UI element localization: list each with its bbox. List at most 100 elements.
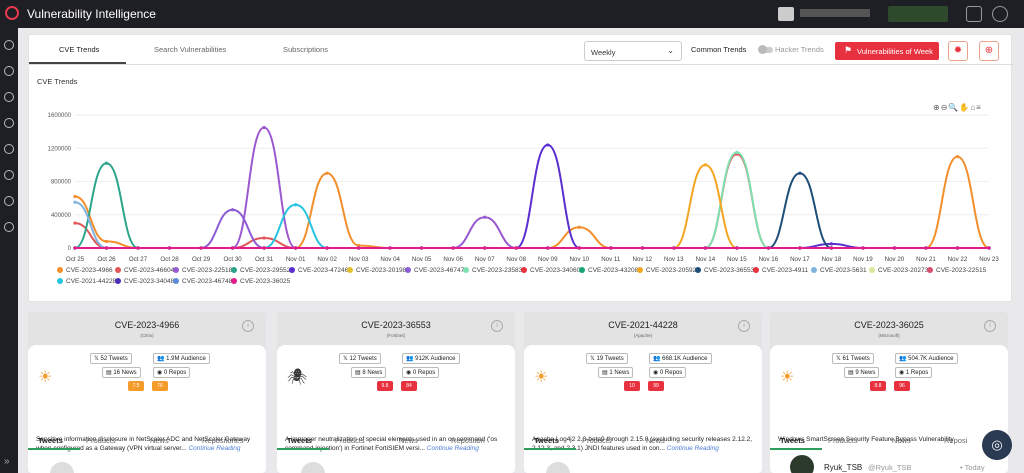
legend-item[interactable]: CVE-2023-36025: [231, 278, 290, 285]
legend-item[interactable]: CVE-2023-34060: [521, 267, 580, 274]
tweets-count[interactable]: 𝕏 19 Tweets: [586, 353, 628, 364]
card-tab-news[interactable]: News: [892, 436, 911, 445]
data-point[interactable]: [609, 246, 613, 250]
data-point[interactable]: [861, 246, 865, 250]
data-point[interactable]: [892, 246, 897, 250]
legend-item[interactable]: CVE-2023-20273: [869, 267, 928, 274]
hacker-trends-label[interactable]: Hacker Trends: [775, 45, 824, 54]
data-point[interactable]: [924, 246, 928, 250]
data-point[interactable]: [199, 246, 203, 250]
tab-cve-trends[interactable]: CVE Trends: [59, 45, 100, 54]
data-point[interactable]: [577, 246, 581, 250]
tweets-count[interactable]: 𝕏 61 Tweets: [832, 353, 874, 364]
common-trends-label[interactable]: Common Trends: [691, 45, 747, 54]
card-tab-repositories[interactable]: Repositories: [202, 436, 244, 445]
vulnerabilities-of-week-button[interactable]: ⚑ Vulnerabilities of Week: [835, 42, 939, 60]
sidebar-item-bug-icon[interactable]: [4, 170, 14, 180]
data-point[interactable]: [104, 161, 109, 165]
data-point[interactable]: [73, 221, 77, 225]
card-tab-news[interactable]: News: [150, 436, 169, 445]
data-point[interactable]: [514, 246, 518, 250]
sidebar-item-skull-icon[interactable]: [4, 222, 14, 232]
data-point[interactable]: [703, 246, 707, 250]
period-select[interactable]: Weekly ⌄: [584, 41, 682, 61]
tab-search-vulnerabilities[interactable]: Search Vulnerabilities: [154, 45, 227, 54]
avatar[interactable]: [790, 455, 814, 473]
info-icon[interactable]: i: [984, 320, 996, 332]
legend-item[interactable]: CVE-2023-5631: [811, 267, 867, 274]
data-point[interactable]: [546, 143, 550, 147]
data-point[interactable]: [388, 246, 392, 250]
data-point[interactable]: [546, 246, 550, 250]
data-point[interactable]: [766, 246, 770, 250]
card-tab-products[interactable]: Products: [828, 436, 858, 445]
data-point[interactable]: [230, 246, 235, 250]
data-point[interactable]: [73, 200, 77, 204]
avatar[interactable]: [778, 7, 794, 21]
data-point[interactable]: [357, 243, 361, 248]
legend-item[interactable]: CVE-2023-23583: [463, 267, 522, 274]
card-tab-products[interactable]: Products: [86, 436, 116, 445]
legend-item[interactable]: CVE-2023-4911: [753, 267, 808, 274]
legend-item[interactable]: CVE-2023-22518: [173, 267, 232, 274]
legend-item[interactable]: CVE-2023-22515: [927, 267, 986, 274]
data-point[interactable]: [640, 246, 644, 250]
card-tab-repositori[interactable]: Repositori: [451, 436, 485, 445]
bug-filter-button[interactable]: ✹: [948, 41, 968, 61]
data-point[interactable]: [829, 242, 834, 246]
data-point[interactable]: [73, 246, 77, 250]
data-point[interactable]: [735, 150, 739, 155]
repos-count[interactable]: ◉ 0 Repos: [649, 367, 687, 378]
data-point[interactable]: [357, 246, 361, 250]
data-point[interactable]: [167, 246, 172, 250]
data-point[interactable]: [294, 203, 298, 207]
data-point[interactable]: [577, 225, 581, 229]
info-icon[interactable]: i: [491, 320, 503, 332]
series-line[interactable]: [74, 162, 989, 249]
card-title[interactable]: CVE-2023-36025: [854, 320, 924, 330]
card-title[interactable]: CVE-2021-44228: [608, 320, 678, 330]
legend-item[interactable]: CVE-2023-20592: [637, 267, 696, 274]
add-button[interactable]: ⊕: [979, 41, 999, 61]
data-point[interactable]: [262, 246, 266, 250]
card-title[interactable]: CVE-2023-36553: [361, 320, 431, 330]
avatar[interactable]: [50, 462, 74, 473]
tweets-count[interactable]: 𝕏 52 Tweets: [90, 353, 132, 364]
data-point[interactable]: [703, 163, 707, 167]
data-point[interactable]: [262, 125, 266, 130]
data-point[interactable]: [672, 246, 676, 250]
expand-sidebar-icon[interactable]: »: [4, 456, 10, 467]
avatar[interactable]: [301, 462, 325, 473]
data-point[interactable]: [483, 246, 487, 250]
tweets-count[interactable]: 𝕏 12 Tweets: [339, 353, 381, 364]
data-point[interactable]: [420, 246, 424, 250]
profile-icon[interactable]: [992, 6, 1008, 22]
data-point[interactable]: [136, 246, 140, 250]
series-line[interactable]: [74, 208, 989, 249]
repos-count[interactable]: ◉ 1 Repos: [895, 367, 933, 378]
legend-item[interactable]: CVE-2023-34048: [115, 278, 174, 285]
card-tab-products[interactable]: Products: [335, 436, 365, 445]
chart-toolbar[interactable]: ⊕⊖🔍✋⌂≡: [933, 103, 982, 112]
news-count[interactable]: ▤ 9 News: [844, 367, 880, 378]
card-tab-news[interactable]: News: [646, 436, 665, 445]
continue-reading-link[interactable]: Continue Reading: [666, 445, 719, 452]
series-line[interactable]: [74, 172, 989, 249]
card-tab-tweets[interactable]: Tweets: [534, 436, 559, 445]
sidebar-item-lock-icon[interactable]: [4, 144, 14, 154]
news-count[interactable]: ▤ 16 News: [102, 367, 141, 378]
legend-item[interactable]: CVE-2023-46604: [115, 267, 174, 274]
legend-item[interactable]: CVE-2023-43208: [579, 267, 638, 274]
legend-item[interactable]: CVE-2023-20198: [347, 267, 406, 274]
data-point[interactable]: [798, 246, 802, 250]
legend-item[interactable]: CVE-2023-36553: [695, 267, 754, 274]
news-count[interactable]: ▤ 1 News: [598, 367, 634, 378]
legend-item[interactable]: CVE-2023-29552: [231, 267, 290, 274]
sidebar-item-scan-icon[interactable]: [4, 66, 14, 76]
tweet-author[interactable]: Ryuk_TSB: [824, 463, 863, 472]
data-point[interactable]: [230, 208, 235, 212]
series-line[interactable]: [74, 143, 989, 249]
data-point[interactable]: [483, 215, 487, 219]
avatar[interactable]: [546, 462, 570, 473]
news-count[interactable]: ▤ 8 News: [351, 367, 387, 378]
